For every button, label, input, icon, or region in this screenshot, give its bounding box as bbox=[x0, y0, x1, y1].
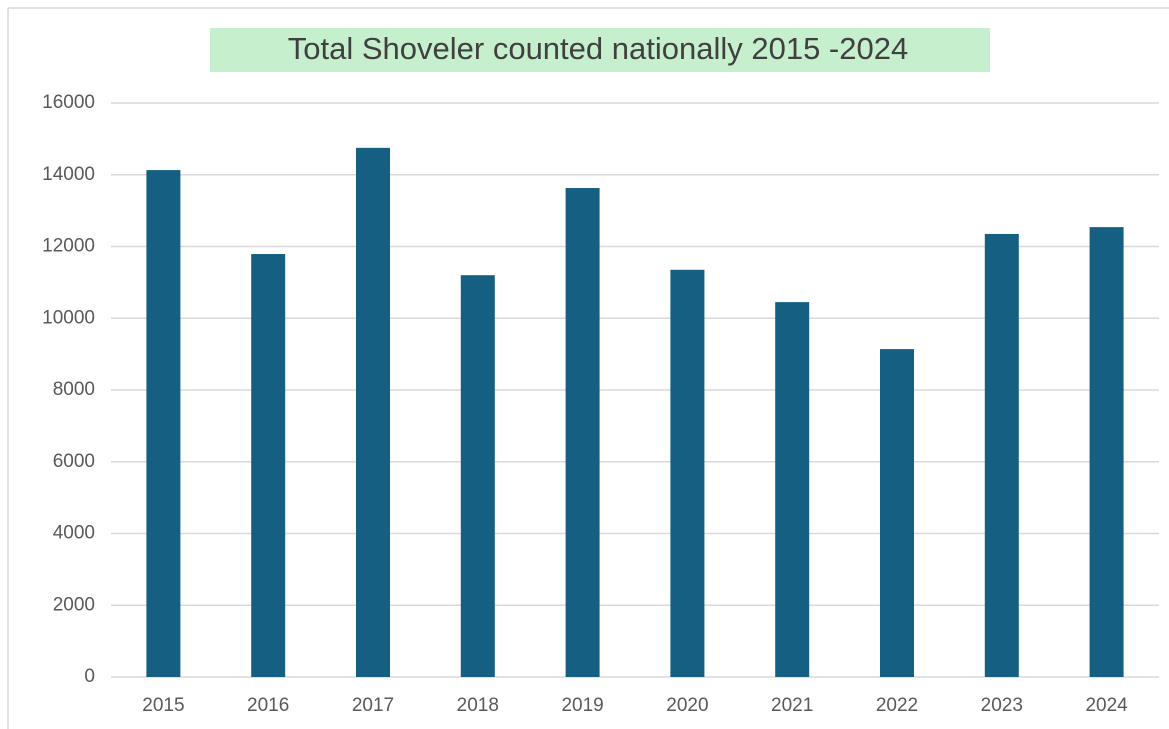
bar bbox=[880, 349, 914, 677]
x-tick-label: 2019 bbox=[561, 695, 603, 716]
bar bbox=[356, 147, 390, 677]
x-tick-label: 2020 bbox=[666, 695, 708, 716]
y-tick-label: 14000 bbox=[42, 164, 95, 185]
x-tick-label: 2017 bbox=[352, 695, 394, 716]
y-tick-label: 4000 bbox=[53, 523, 95, 544]
x-tick-label: 2018 bbox=[457, 695, 499, 716]
x-tick-label: 2023 bbox=[981, 695, 1023, 716]
y-tick-label: 2000 bbox=[53, 594, 95, 615]
bar bbox=[1089, 227, 1124, 677]
x-tick-label: 2024 bbox=[1085, 695, 1128, 716]
y-tick-label: 0 bbox=[84, 666, 95, 687]
x-tick-label: 2015 bbox=[142, 695, 184, 716]
bar bbox=[775, 302, 810, 677]
bar bbox=[565, 188, 600, 677]
y-tick-label: 16000 bbox=[42, 92, 95, 113]
y-tick-label: 10000 bbox=[42, 307, 95, 328]
bar bbox=[146, 170, 181, 677]
x-tick-label: 2016 bbox=[247, 695, 289, 716]
y-tick-label: 12000 bbox=[42, 236, 95, 257]
bar bbox=[460, 275, 495, 677]
bar bbox=[251, 254, 286, 677]
x-tick-label: 2022 bbox=[876, 695, 918, 716]
y-tick-label: 8000 bbox=[53, 379, 95, 400]
bar bbox=[670, 269, 705, 677]
y-tick-label: 6000 bbox=[53, 451, 95, 472]
x-tick-label: 2021 bbox=[771, 695, 813, 716]
chart-title: Total Shoveler counted nationally 2015 -… bbox=[288, 31, 908, 66]
title-background bbox=[210, 28, 990, 72]
bar bbox=[984, 233, 1019, 677]
